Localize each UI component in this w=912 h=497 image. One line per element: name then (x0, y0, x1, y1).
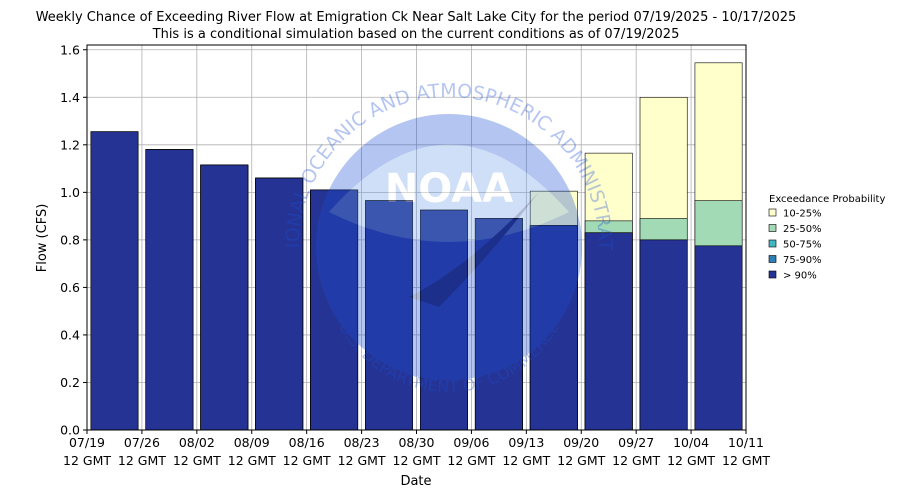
x-tick-time-label: 12 GMT (502, 453, 550, 468)
x-axis-label: Date (400, 474, 431, 489)
y-axis-label: Flow (CFS) (35, 204, 50, 273)
bar-90-07-19 (90, 131, 139, 431)
x-tick-time-label: 12 GMT (338, 453, 386, 468)
legend-title: Exceedance Probability (769, 194, 885, 205)
bar-90-08-16 (310, 189, 359, 431)
legend-swatch (768, 208, 777, 217)
x-tick-date-label: 08/16 (289, 435, 325, 450)
x-tick-date-label: 09/27 (618, 435, 654, 450)
x-tick-date-label: 08/30 (398, 435, 434, 450)
bar-90-08-23 (365, 200, 413, 431)
x-tick-date-label: 08/23 (344, 435, 380, 450)
x-tick-date-label: 08/09 (234, 435, 270, 450)
legend-swatch (768, 270, 777, 279)
legend-label: 10-25% (783, 209, 822, 220)
x-tick-time-label: 12 GMT (173, 453, 221, 468)
x-tick-time-label: 12 GMT (667, 453, 715, 468)
x-tick-date-label: 09/20 (563, 435, 599, 450)
bar-90-08-30 (420, 209, 468, 431)
x-tick-date-label: 10/11 (728, 435, 764, 450)
x-tick-date-label: 07/19 (69, 435, 105, 450)
watermark-logo-text: NOAA (385, 166, 513, 212)
bar-90-09-27 (639, 239, 688, 431)
legend-swatch (768, 255, 777, 263)
y-tick-label: 1.4 (60, 90, 80, 105)
x-tick-date-label: 07/26 (124, 435, 160, 450)
y-tick-label: 1.6 (60, 42, 80, 57)
x-tick-time-label: 12 GMT (283, 453, 331, 468)
bar-90-09-20 (584, 232, 633, 431)
y-tick-label: 0.0 (60, 423, 80, 438)
x-tick-date-label: 09/06 (453, 435, 489, 450)
y-tick-label: 1.0 (60, 185, 80, 200)
y-tick-label: 0.6 (60, 280, 80, 295)
bar-90-09-13 (529, 225, 578, 431)
x-tick-time-label: 12 GMT (228, 453, 276, 468)
chart-title: Weekly Chance of Exceeding River Flow at… (36, 10, 797, 25)
x-tick-time-label: 12 GMT (612, 453, 660, 468)
chart-subtitle: This is a conditional simulation based o… (152, 27, 680, 42)
x-tick-date-label: 09/13 (508, 435, 544, 450)
bar-90-09-06 (474, 218, 523, 431)
watermark-disc (316, 114, 582, 380)
legend-label: 75-90% (783, 255, 822, 266)
x-tick-date-label: 08/02 (179, 435, 215, 450)
legend-label: > 90% (783, 271, 817, 282)
x-tick-time-label: 12 GMT (63, 453, 111, 468)
legend-label: 50-75% (783, 240, 822, 251)
x-tick-time-label: 12 GMT (118, 453, 166, 468)
legend-label: 25-50% (783, 224, 822, 235)
watermark-gull (409, 192, 539, 307)
legend-swatch (768, 239, 777, 248)
watermark-sky (329, 144, 569, 242)
bar-90-07-26 (145, 149, 194, 431)
y-tick-label: 0.2 (60, 375, 80, 390)
x-tick-time-label: 12 GMT (722, 453, 770, 468)
x-tick-time-label: 12 GMT (557, 453, 605, 468)
x-tick-time-label: 12 GMT (447, 453, 495, 468)
legend: Exceedance Probability 10-25% 25-50% 50-75… (768, 194, 885, 282)
legend-swatch (768, 224, 777, 232)
y-tick-label: 0.4 (60, 327, 80, 342)
x-tick-time-label: 12 GMT (393, 453, 441, 468)
y-tick-label: 0.8 (60, 232, 80, 247)
x-tick-date-label: 10/04 (673, 435, 709, 450)
bar-90-08-02 (200, 164, 249, 431)
bar-90-08-09 (255, 177, 304, 431)
bar-90-10-04 (694, 245, 743, 431)
y-tick-label: 1.2 (60, 137, 80, 152)
